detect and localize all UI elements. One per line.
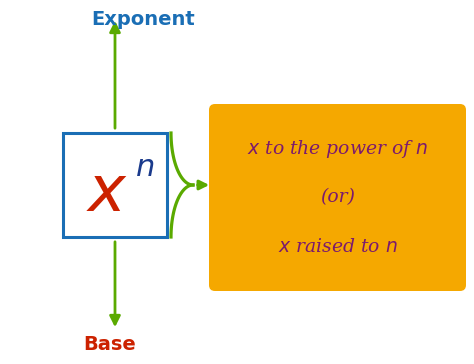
Text: Exponent: Exponent	[91, 10, 195, 29]
Text: Base: Base	[83, 335, 137, 354]
FancyBboxPatch shape	[209, 104, 466, 291]
Text: (or): (or)	[320, 189, 355, 206]
Text: $\mathit{x}$ raised to $\mathit{n}$: $\mathit{x}$ raised to $\mathit{n}$	[278, 237, 397, 256]
Bar	[63, 133, 167, 237]
Text: $\mathit{x}$: $\mathit{x}$	[86, 162, 128, 223]
Text: $\mathit{x}$ to the power of $\mathit{n}$: $\mathit{x}$ to the power of $\mathit{n}…	[247, 138, 428, 159]
Text: $\mathit{n}$: $\mathit{n}$	[136, 151, 155, 182]
